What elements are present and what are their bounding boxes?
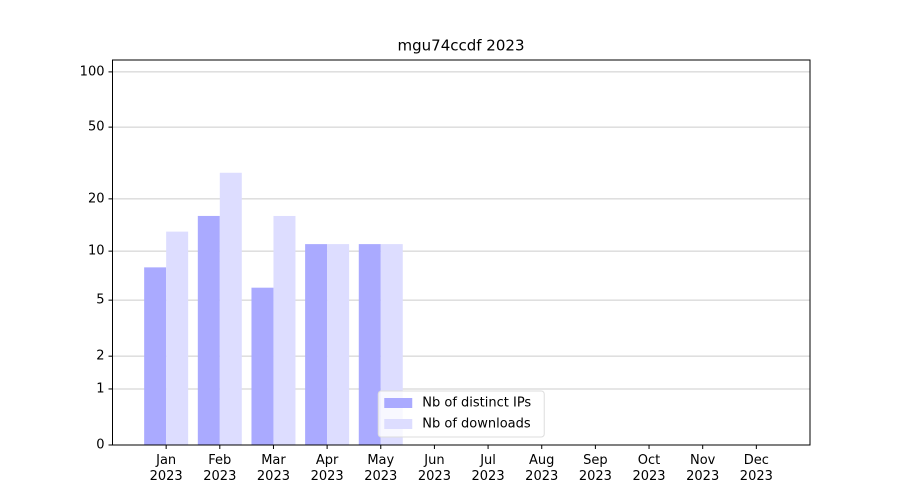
bar <box>305 244 328 445</box>
y-tick-label: 50 <box>88 120 105 135</box>
x-tick-label: Apr 2023 <box>310 453 344 484</box>
x-tick-label: Aug 2023 <box>525 453 559 484</box>
x-tick-label: Oct 2023 <box>632 453 666 484</box>
bar <box>144 267 167 445</box>
x-tick-label: Feb 2023 <box>203 453 237 484</box>
y-tick-label: 20 <box>88 191 105 206</box>
bar <box>251 287 274 445</box>
bar <box>358 244 381 445</box>
plot-frame <box>112 59 811 446</box>
y-tick-label: 10 <box>88 244 105 259</box>
legend: Nb of distinct IPs Nb of downloads <box>377 390 545 438</box>
legend-swatch <box>384 419 413 429</box>
x-tick-label: May 2023 <box>364 453 398 484</box>
x-tick-label: Sep 2023 <box>578 453 612 484</box>
x-tick-label: Jul 2023 <box>471 453 505 484</box>
x-tick-label: Mar 2023 <box>256 453 290 484</box>
y-tick-label: 2 <box>96 349 104 364</box>
x-tick-label: Jun 2023 <box>417 453 451 484</box>
x-tick-label: Jan 2023 <box>149 453 183 484</box>
legend-label: Nb of downloads <box>422 417 531 432</box>
chart-title: mgu74ccdf 2023 <box>398 37 525 55</box>
y-tick-label: 100 <box>80 64 105 79</box>
bar <box>273 215 296 445</box>
y-tick-label: 5 <box>96 293 104 308</box>
legend-box <box>377 390 545 438</box>
bar <box>197 215 220 445</box>
y-tick-label: 1 <box>96 381 104 396</box>
legend-swatch <box>384 398 413 408</box>
bar <box>327 244 350 445</box>
x-tick-label: Dec 2023 <box>739 453 773 484</box>
bar <box>219 172 242 445</box>
x-tick-label: Nov 2023 <box>686 453 720 484</box>
bar <box>166 231 189 445</box>
y-tick-label: 0 <box>96 438 104 453</box>
legend-label: Nb of distinct IPs <box>422 396 531 411</box>
